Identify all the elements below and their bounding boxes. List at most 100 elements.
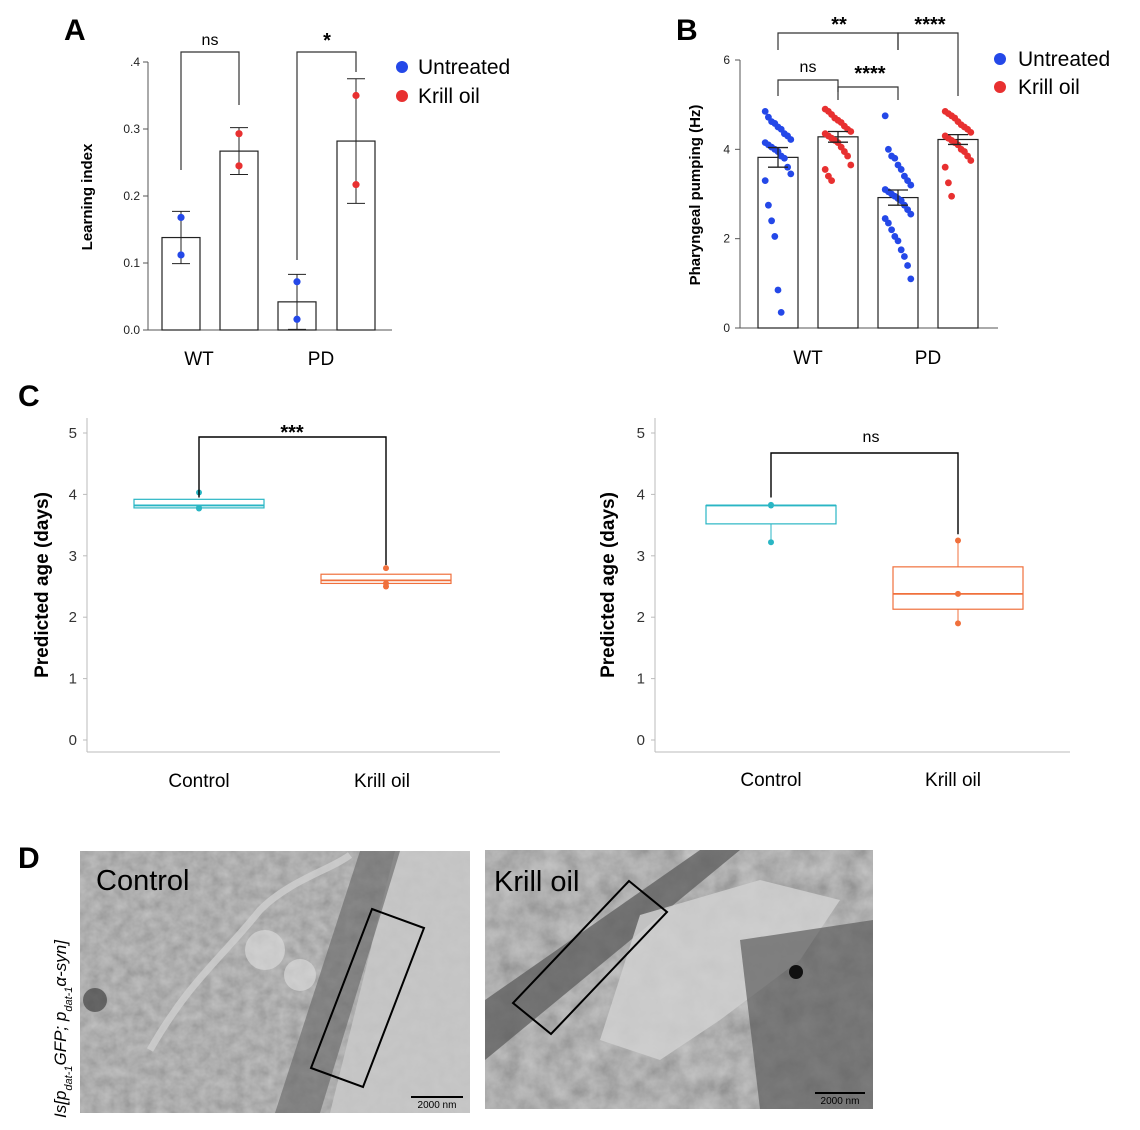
a-point (177, 251, 185, 259)
b-cat-wt: WT (793, 348, 823, 369)
b-point (967, 128, 975, 136)
a-point (293, 278, 301, 286)
b-point (894, 237, 902, 245)
legend-b-untreated: Untreated (1018, 48, 1110, 71)
c-left-point (383, 565, 389, 572)
c-right-cat-krill: Krill oil (925, 770, 981, 791)
b-point (768, 217, 775, 225)
a-bar (336, 140, 376, 331)
d-label-part2: GFP; p (51, 1012, 70, 1066)
a-sig-wt: ns (202, 32, 219, 49)
panel-letter-a: A (64, 14, 86, 47)
b-ytick-label: 6 (723, 53, 730, 67)
em-control-gap (146, 852, 353, 1052)
legend-a-untreated: Untreated (418, 56, 510, 79)
c-right-point (955, 537, 961, 544)
em-control-vacuole-1 (245, 930, 285, 970)
a-ytick-label: .4 (130, 55, 140, 69)
panel-letter-b: B (676, 14, 698, 47)
em-krill-tissue (740, 920, 873, 1109)
b-point (847, 161, 855, 169)
c-left-point (383, 583, 389, 590)
em-krill-roi-box (511, 879, 669, 1036)
b-point (891, 154, 899, 162)
b-sig-wt: ns (800, 59, 817, 76)
b-cat-pd: PD (915, 348, 941, 369)
panel-letter-c: C (18, 380, 40, 413)
c-left-point (196, 505, 202, 512)
a-point (177, 213, 185, 222)
c-right-ytick-label: 4 (637, 486, 645, 503)
em-krill-scalebar: 2000 nm (821, 1096, 860, 1107)
legend-a-untreated-marker (396, 61, 408, 73)
b-point (821, 166, 829, 173)
c-right-ytick-label: 1 (637, 671, 645, 688)
chart-b: 6 4 2 0 (723, 32, 998, 335)
em-control-label: Control (96, 865, 190, 897)
em-control-vacuole-2 (284, 959, 316, 991)
a-ylabel: Learning index (79, 143, 96, 250)
c-left-ytick-label: 1 (69, 671, 77, 688)
b-point (844, 152, 851, 160)
b-point (761, 177, 769, 185)
d-label-sub1: dat-1 (63, 1066, 75, 1091)
a-point (235, 162, 243, 170)
b-sig-pd: **** (914, 14, 945, 36)
c-left-ytick-label: 4 (69, 486, 77, 503)
b-point (967, 157, 975, 164)
em-control-dark-granule (83, 988, 107, 1012)
d-label-sub2: dat-1 (63, 987, 75, 1012)
a-sig-pd: * (323, 30, 331, 52)
panel-letter-d: D (18, 842, 40, 875)
c-right-ytick-label: 0 (637, 732, 645, 749)
b-ytick-label: 4 (723, 142, 730, 156)
c-right-ylabel: Predicted age (days) (598, 492, 619, 678)
a-ytick-label: 0.2 (123, 189, 140, 203)
em-krill-label: Krill oil (494, 866, 579, 898)
b-point (904, 262, 911, 269)
a-point (352, 181, 360, 189)
a-bar (219, 150, 259, 331)
em-image-control: Control 2000 nm (80, 851, 470, 1113)
legend-a-krill-marker (396, 90, 408, 102)
legend-a-krill: Krill oil (418, 85, 480, 108)
a-cat-wt: WT (184, 349, 214, 370)
a-point (352, 91, 360, 100)
c-left-ytick-label: 3 (69, 548, 77, 565)
chart-c-right: 5 4 3 2 1 0 (637, 418, 1070, 753)
c-left-sig: *** (280, 422, 304, 444)
legend-b-krill-marker (994, 81, 1006, 93)
b-point (847, 128, 855, 135)
a-point (293, 315, 301, 323)
b-point (907, 275, 915, 283)
c-right-box (892, 566, 1024, 610)
c-left-ytick-label: 5 (69, 425, 77, 442)
b-point (765, 201, 772, 209)
c-right-ytick-label: 2 (637, 609, 645, 626)
c-left-ytick-label: 0 (69, 732, 77, 749)
b-point (881, 112, 889, 120)
c-left-cat-control: Control (168, 771, 229, 792)
c-left-ylabel: Predicted age (days) (32, 492, 53, 678)
a-bracket-wt (180, 51, 240, 170)
b-sig-wtk-pdu: **** (854, 63, 885, 85)
c-right-cat-control: Control (740, 770, 801, 791)
b-bar (937, 138, 979, 329)
b-point (897, 166, 905, 173)
b-bracket-pd (897, 32, 959, 96)
d-label-part1: Is[p (51, 1091, 70, 1118)
a-ytick-label: 0.3 (123, 122, 140, 136)
em-control-scalebar: 2000 nm (418, 1100, 457, 1111)
b-point (888, 226, 895, 234)
em-control-lumen (330, 851, 470, 1113)
c-right-point (955, 590, 961, 597)
c-left-ytick-label: 2 (69, 609, 77, 626)
a-ytick-label: 0.0 (123, 323, 140, 337)
d-label-part3: α-syn] (51, 939, 70, 987)
a-ytick-label: 0.1 (123, 256, 140, 270)
b-bracket-wt (777, 79, 839, 96)
c-right-ytick-label: 3 (637, 548, 645, 565)
b-point (897, 246, 905, 254)
legend-b-untreated-marker (994, 53, 1006, 65)
